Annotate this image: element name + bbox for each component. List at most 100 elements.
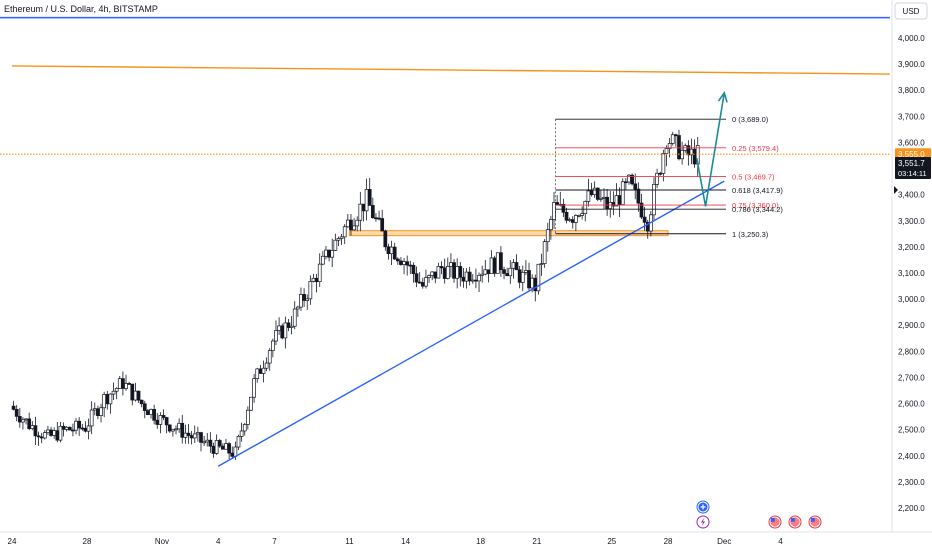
candle-body — [617, 195, 622, 205]
candle-body — [71, 429, 75, 432]
candle-body — [164, 417, 169, 426]
candle-body — [480, 273, 485, 276]
candle-body — [42, 432, 47, 439]
candle-body — [274, 330, 278, 342]
candle-body — [305, 298, 310, 301]
candle-body — [271, 340, 275, 351]
candle-body — [377, 217, 381, 220]
candle-body — [349, 219, 353, 231]
candle-body — [605, 196, 609, 209]
candle-body — [570, 219, 575, 223]
price-tick-label: 3,800.0 — [898, 86, 925, 95]
price-label-text: 3,551.7 — [898, 159, 925, 168]
candle-body — [461, 276, 466, 282]
price-tick-label: 3,000.0 — [898, 295, 925, 304]
candle-body — [27, 418, 32, 429]
candle-body — [180, 422, 185, 438]
candle-body — [374, 217, 378, 220]
price-tick-label: 3,600.0 — [898, 138, 925, 147]
candle-body — [427, 275, 431, 278]
candle-body — [445, 266, 450, 279]
candle-body — [633, 183, 638, 190]
candle-body — [499, 252, 503, 271]
projection-path — [696, 92, 726, 207]
price-tick-label: 3,100.0 — [898, 269, 925, 278]
price-tick-label: 2,600.0 — [898, 400, 925, 409]
candle-body — [483, 269, 488, 275]
candle-body — [514, 262, 519, 271]
candle-body — [417, 281, 422, 284]
us-flag-icon[interactable] — [788, 515, 802, 529]
projection-arrowhead — [717, 91, 728, 103]
candle-body — [89, 409, 94, 427]
candle-body — [239, 430, 244, 437]
candle-body — [424, 277, 428, 287]
price-label-badge — [895, 148, 931, 160]
currency-label: USD — [903, 7, 920, 16]
candle-body — [67, 426, 72, 431]
candle-body — [386, 246, 391, 254]
resistance-trendline — [11, 65, 891, 75]
candle-body — [183, 432, 188, 438]
candle-body — [55, 430, 60, 441]
candle-body — [49, 429, 53, 436]
candle-body — [370, 205, 375, 219]
us-flag-icon[interactable] — [808, 515, 822, 529]
candle-body — [449, 262, 453, 267]
candle-body — [433, 271, 438, 279]
candle-body — [105, 394, 110, 405]
candle-body — [580, 213, 584, 216]
candle-body — [692, 148, 697, 165]
candle-body — [414, 273, 419, 283]
candle-body — [102, 394, 107, 409]
price-label-text: 3,555.0 — [898, 150, 925, 159]
candle-body — [383, 230, 388, 248]
time-tick-label: Nov — [155, 537, 169, 546]
candle-body — [320, 255, 325, 265]
candle-body — [408, 264, 413, 267]
candle-body — [177, 422, 181, 430]
time-tick-label: 4 — [216, 537, 221, 546]
candle-body — [267, 350, 272, 364]
candle-body — [196, 432, 200, 435]
candle-body — [620, 181, 625, 205]
candle-body — [124, 383, 128, 389]
candle-body — [467, 271, 472, 282]
candle-body — [430, 271, 435, 276]
time-tick-label: 11 — [345, 537, 354, 546]
candle-body — [83, 427, 88, 432]
time-tick-label: 24 — [8, 537, 17, 546]
lightning-icon[interactable] — [696, 515, 710, 529]
candle-body — [283, 322, 288, 339]
candle-body — [230, 452, 235, 457]
time-tick-label: 7 — [272, 537, 277, 546]
price-tick-label: 3,700.0 — [898, 112, 925, 121]
candle-body — [30, 425, 35, 429]
candle-body — [311, 277, 316, 282]
candle-body — [127, 383, 132, 385]
candle-body — [114, 388, 119, 392]
candle-body — [474, 279, 478, 282]
us-flag-icon[interactable] — [768, 515, 782, 529]
candle-body — [14, 409, 19, 417]
time-tick-label: 28 — [664, 537, 673, 546]
candle-body — [258, 368, 263, 374]
candle-body — [636, 188, 641, 204]
price-tick-label: 2,200.0 — [898, 504, 925, 513]
candle-body — [64, 426, 69, 430]
candle-body — [108, 393, 113, 405]
candle-body — [677, 135, 681, 160]
candle-body — [624, 181, 628, 184]
candle-body — [139, 399, 144, 405]
candle-body — [658, 172, 663, 175]
candle-body — [152, 409, 156, 421]
candle-body — [549, 219, 553, 231]
candle-body — [686, 145, 691, 156]
plus-circle-icon[interactable] — [696, 500, 710, 514]
candle-body — [302, 294, 306, 301]
time-tick-label: 28 — [83, 537, 92, 546]
time-tick-label: 14 — [401, 537, 410, 546]
candle-body — [308, 281, 313, 300]
